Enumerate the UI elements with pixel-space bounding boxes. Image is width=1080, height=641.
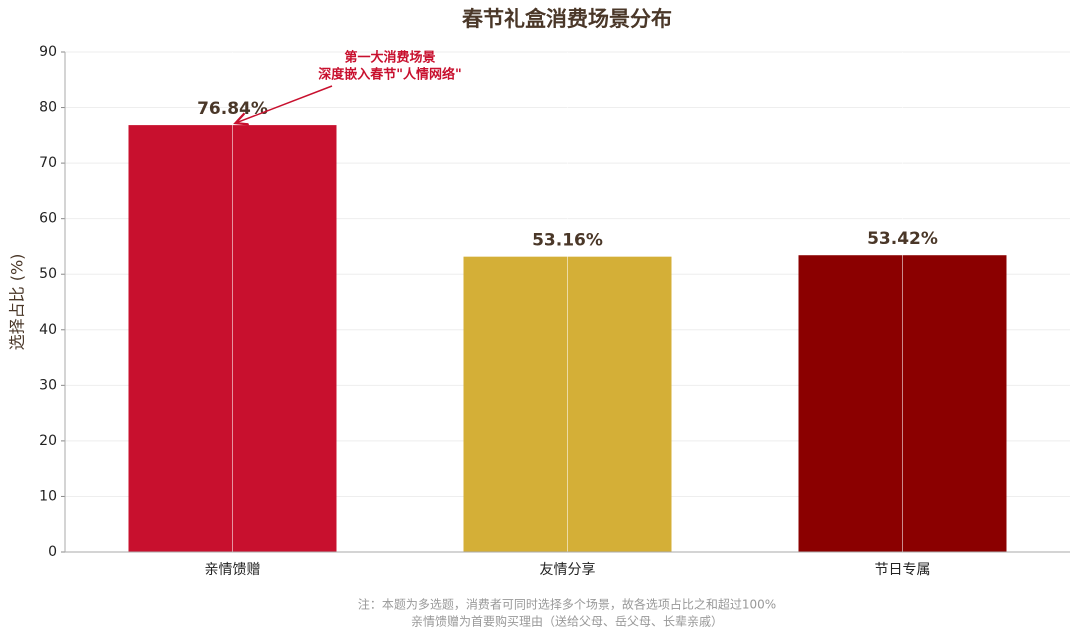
footnote: 注：本题为多选题，消费者可同时选择多个场景，故各选项占比之和超过100% [358, 597, 776, 612]
y-tick-label: 40 [39, 322, 57, 338]
annotation-text: 深度嵌入春节"人情网络" [318, 67, 462, 83]
value-label: 76.84% [197, 99, 268, 119]
y-tick-label: 50 [39, 266, 57, 282]
y-tick-label: 30 [39, 377, 57, 393]
value-label: 53.16% [532, 231, 603, 251]
x-tick-label: 亲情馈赠 [205, 562, 261, 578]
footnote: 亲情馈赠为首要购买理由（送给父母、岳父母、长辈亲戚） [411, 614, 723, 629]
annotation-text: 第一大消费场景 [344, 50, 435, 66]
x-tick-label: 友情分享 [540, 561, 596, 578]
chart-title: 春节礼盒消费场景分布 [462, 7, 672, 31]
x-tick-label: 节日专属 [875, 562, 931, 578]
y-tick-label: 90 [39, 44, 57, 60]
y-tick-label: 20 [39, 433, 57, 449]
value-label: 53.42% [867, 229, 938, 249]
y-tick-label: 10 [39, 488, 57, 504]
y-tick-label: 0 [48, 544, 57, 560]
y-tick-label: 70 [39, 155, 57, 171]
y-tick-label: 60 [39, 211, 57, 227]
annotation-arrow [236, 85, 333, 123]
y-axis-label: 选择占比 (%) [8, 254, 27, 351]
y-tick-label: 80 [39, 100, 57, 116]
